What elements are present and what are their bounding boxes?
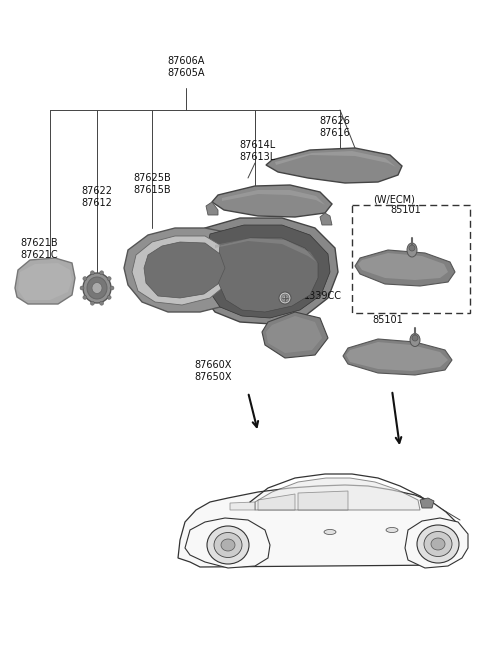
Ellipse shape: [92, 283, 102, 294]
Ellipse shape: [107, 296, 111, 300]
Polygon shape: [320, 213, 332, 225]
Polygon shape: [206, 202, 218, 215]
Text: 87626
87616: 87626 87616: [320, 116, 350, 138]
Ellipse shape: [90, 271, 95, 275]
Ellipse shape: [110, 286, 114, 290]
Text: 87660X
87650X: 87660X 87650X: [194, 360, 232, 382]
Ellipse shape: [87, 277, 107, 299]
Ellipse shape: [407, 243, 417, 257]
Text: 87614L
87613L: 87614L 87613L: [240, 141, 276, 162]
Polygon shape: [266, 148, 402, 183]
Ellipse shape: [417, 525, 459, 563]
Polygon shape: [358, 253, 448, 280]
Polygon shape: [405, 518, 468, 568]
Ellipse shape: [83, 273, 111, 303]
Ellipse shape: [221, 539, 235, 551]
Polygon shape: [178, 485, 462, 567]
Polygon shape: [298, 491, 348, 510]
Polygon shape: [343, 339, 452, 375]
Text: 87625B
87615B: 87625B 87615B: [133, 173, 171, 195]
Polygon shape: [266, 316, 322, 353]
Polygon shape: [222, 190, 325, 205]
Text: 87606A
87605A: 87606A 87605A: [167, 57, 205, 78]
Text: 85101: 85101: [372, 315, 403, 325]
Ellipse shape: [283, 296, 287, 300]
Text: 87622
87612: 87622 87612: [82, 187, 112, 208]
Polygon shape: [420, 498, 434, 508]
Polygon shape: [185, 518, 270, 568]
Ellipse shape: [107, 277, 111, 281]
Polygon shape: [230, 502, 255, 510]
Ellipse shape: [279, 292, 291, 304]
Polygon shape: [215, 238, 318, 263]
Ellipse shape: [90, 301, 95, 306]
Polygon shape: [18, 263, 72, 300]
Polygon shape: [144, 242, 225, 298]
Text: 85101: 85101: [390, 205, 421, 215]
Polygon shape: [198, 218, 338, 324]
Ellipse shape: [324, 530, 336, 535]
Text: 1339CC: 1339CC: [304, 291, 342, 301]
Ellipse shape: [207, 526, 249, 564]
Text: (W/ECM): (W/ECM): [373, 195, 415, 205]
Polygon shape: [258, 494, 295, 510]
Polygon shape: [346, 342, 448, 371]
Polygon shape: [205, 225, 330, 318]
Polygon shape: [262, 312, 328, 358]
Polygon shape: [255, 478, 420, 510]
Ellipse shape: [80, 286, 84, 290]
Ellipse shape: [424, 532, 452, 556]
Ellipse shape: [281, 294, 289, 302]
Ellipse shape: [409, 245, 415, 251]
Ellipse shape: [214, 533, 242, 558]
Ellipse shape: [386, 528, 398, 533]
Ellipse shape: [431, 538, 445, 550]
Ellipse shape: [410, 334, 420, 346]
Ellipse shape: [100, 271, 104, 275]
Polygon shape: [275, 151, 396, 167]
Text: 87621B
87621C: 87621B 87621C: [20, 238, 58, 260]
Polygon shape: [132, 236, 232, 305]
Polygon shape: [355, 250, 455, 286]
Ellipse shape: [412, 335, 418, 341]
Ellipse shape: [83, 296, 87, 300]
Polygon shape: [124, 228, 252, 312]
Ellipse shape: [83, 277, 87, 281]
Ellipse shape: [100, 301, 104, 306]
Polygon shape: [212, 185, 332, 217]
Polygon shape: [218, 238, 318, 312]
Polygon shape: [15, 258, 75, 304]
